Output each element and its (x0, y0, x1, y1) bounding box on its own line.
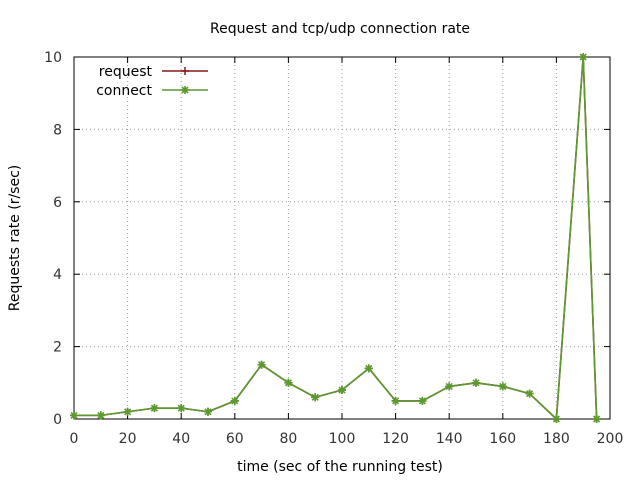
data-point-connect (150, 404, 159, 413)
legend-marker-connect (181, 86, 189, 94)
legend-marker-request (181, 67, 189, 75)
legend-label-connect: connect (96, 83, 152, 99)
series-connect (70, 53, 601, 423)
y-tick-label: 0 (53, 412, 62, 428)
x-axis-label: time (sec of the running test) (237, 459, 443, 475)
series-layer (70, 53, 601, 423)
x-tick-label: 80 (279, 431, 297, 447)
x-tick-label: 60 (226, 431, 244, 447)
data-point-connect (177, 404, 186, 413)
data-point-connect (552, 415, 561, 423)
data-point-connect (204, 407, 212, 416)
y-tick-label: 8 (53, 122, 62, 138)
data-point-connect (498, 382, 507, 391)
x-tick-label: 100 (329, 431, 356, 447)
data-point-connect (123, 407, 132, 416)
grid (74, 57, 610, 419)
series-line-request (74, 56, 598, 420)
data-point-connect (257, 360, 266, 369)
data-point-connect (592, 415, 601, 423)
data-point-connect (338, 386, 346, 395)
x-tick-label: 0 (70, 431, 79, 447)
chart-title: Request and tcp/udp connection rate (210, 21, 470, 37)
x-tick-label: 40 (172, 431, 190, 447)
data-point-connect (525, 389, 534, 398)
data-point-connect (579, 53, 588, 61)
data-point-connect (284, 378, 293, 387)
x-tick-label: 120 (382, 431, 409, 447)
legend-label-request: request (99, 64, 153, 80)
data-point-connect (445, 382, 454, 391)
data-point-connect (311, 393, 320, 402)
data-point-connect (472, 378, 480, 387)
data-point-connect (96, 411, 105, 420)
data-point-connect (230, 396, 239, 405)
x-tick-label: 200 (597, 431, 624, 447)
axis-ticks: 0 20 40 60 80 100 120 140 160 180 200 0 2 4 6 8 10 (44, 50, 623, 447)
series-line-connect (74, 56, 598, 420)
x-tick-label: 180 (543, 431, 570, 447)
x-tick-label: 160 (489, 431, 516, 447)
y-axis-label: Requests rate (r/sec) (7, 165, 23, 312)
y-tick-label: 2 (53, 340, 62, 356)
x-tick-label: 140 (436, 431, 463, 447)
data-point-connect (70, 411, 78, 420)
data-point-connect (391, 396, 400, 405)
data-point-connect (418, 396, 427, 405)
y-tick-label: 6 (53, 195, 62, 211)
legend: request connect (96, 64, 208, 99)
x-tick-label: 20 (119, 431, 137, 447)
data-point-connect (364, 364, 373, 373)
series-request (70, 53, 601, 423)
y-tick-label: 10 (44, 50, 62, 66)
y-tick-label: 4 (53, 267, 62, 283)
